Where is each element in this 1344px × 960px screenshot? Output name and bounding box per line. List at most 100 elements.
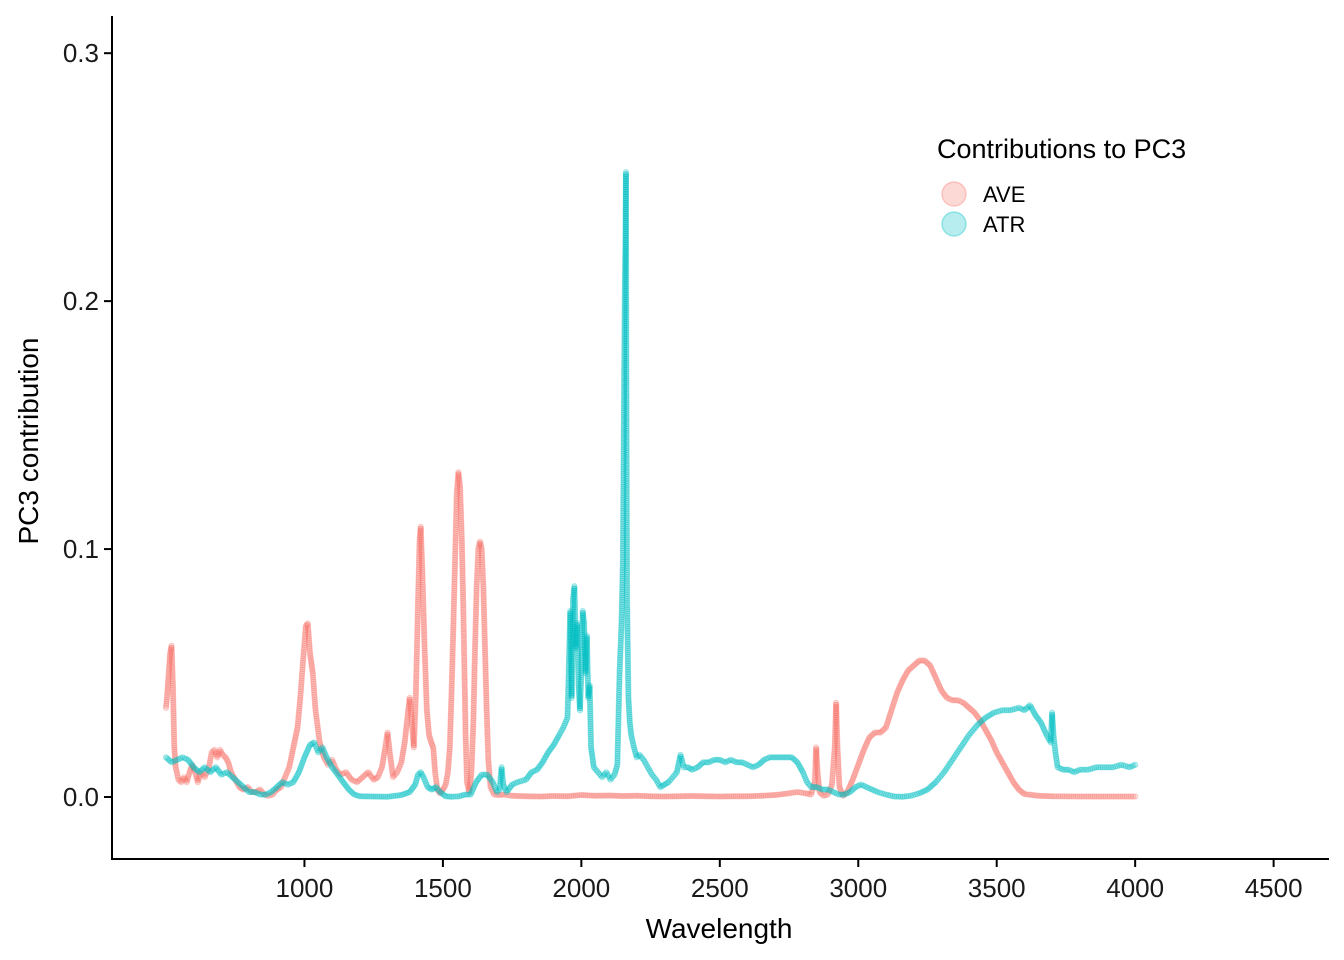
ave-point <box>471 675 478 682</box>
ave-point <box>290 742 297 749</box>
ave-point <box>304 622 312 629</box>
ave-point <box>326 760 333 767</box>
ave-point <box>449 633 457 640</box>
ave-point <box>170 710 177 717</box>
ave-point <box>852 769 859 776</box>
ave-point <box>667 793 674 800</box>
ave-point <box>473 578 480 585</box>
ave-point <box>456 479 463 486</box>
ave-point <box>412 690 419 697</box>
ave-point <box>471 684 478 691</box>
ave-point <box>869 731 876 739</box>
ave-point <box>421 636 428 643</box>
ave-point <box>175 776 182 783</box>
ave-point <box>629 792 636 799</box>
ave-point <box>1023 791 1030 798</box>
ave-point <box>484 733 491 740</box>
ave-point <box>389 769 396 777</box>
ave-point <box>432 773 439 780</box>
ave-point <box>419 586 426 593</box>
ave-point <box>813 758 821 765</box>
ave-point <box>451 594 458 601</box>
ave-point <box>261 791 268 798</box>
ave-point <box>487 779 494 787</box>
atr-point <box>201 764 208 771</box>
ave-point <box>1125 793 1132 800</box>
ave-point <box>415 566 422 573</box>
ave-point <box>1102 793 1109 800</box>
ave-point <box>484 726 491 733</box>
ave-point <box>1002 765 1010 773</box>
ave-point <box>534 793 541 800</box>
ave-point <box>284 768 291 775</box>
ave-point <box>835 771 842 778</box>
ave-point <box>484 745 492 753</box>
ave-point <box>403 718 411 725</box>
ave-point <box>419 568 426 575</box>
ave-point <box>832 720 839 728</box>
ave-point <box>460 621 467 629</box>
ave-point <box>320 752 327 759</box>
ave-point <box>884 720 891 727</box>
ave-point <box>698 793 706 800</box>
ave-point <box>214 752 222 759</box>
ave-point <box>302 631 309 638</box>
atr-point <box>164 755 171 762</box>
ave-point <box>403 722 410 730</box>
ave-point <box>446 748 453 755</box>
ave-point <box>298 681 305 688</box>
ave-point <box>306 639 313 646</box>
ave-point <box>985 731 992 739</box>
ave-point <box>740 793 747 800</box>
ave-point <box>482 679 490 686</box>
ave-point <box>812 759 819 766</box>
ave-point <box>811 779 818 786</box>
ave-point <box>462 710 469 717</box>
ave-point <box>883 722 890 729</box>
ave-point <box>163 696 170 703</box>
ave-point <box>405 706 412 713</box>
ave-point <box>287 756 294 763</box>
ave-point <box>478 548 485 555</box>
ave-point <box>227 769 235 776</box>
ave-point <box>379 758 387 765</box>
ave-point <box>999 759 1006 766</box>
x-tick-label: 1500 <box>414 873 472 903</box>
ave-point <box>204 768 211 775</box>
ave-point <box>452 530 459 537</box>
ave-point <box>776 791 783 798</box>
ave-point <box>598 792 605 799</box>
ave-point <box>449 646 456 653</box>
ave-point <box>449 639 457 646</box>
ave-point <box>380 756 387 763</box>
ave-point <box>410 737 418 745</box>
ave-point <box>412 688 420 695</box>
ave-point <box>479 567 486 575</box>
ave-point <box>564 793 571 800</box>
ave-point <box>422 666 429 673</box>
ave-point <box>486 771 493 778</box>
ave-point <box>987 735 994 742</box>
ave-point <box>566 792 573 800</box>
ave-point <box>1047 793 1054 800</box>
ave-point <box>418 555 425 562</box>
ave-point <box>574 792 581 799</box>
atr-point <box>167 757 174 765</box>
ave-point <box>834 737 841 745</box>
ave-point <box>486 769 493 776</box>
ave-point <box>422 675 429 682</box>
ave-point <box>170 699 177 706</box>
ave-point <box>451 570 458 577</box>
ave-point <box>560 793 567 800</box>
ave-point <box>865 736 872 743</box>
ave-point <box>778 791 785 798</box>
ave-point <box>460 615 467 622</box>
ave-point <box>475 550 482 557</box>
ave-point <box>312 704 319 712</box>
ave-point <box>346 773 353 780</box>
ave-point <box>462 706 469 713</box>
ave-point <box>913 660 920 667</box>
ave-point <box>603 792 611 799</box>
ave-point <box>1074 793 1081 800</box>
ave-point <box>321 756 328 763</box>
